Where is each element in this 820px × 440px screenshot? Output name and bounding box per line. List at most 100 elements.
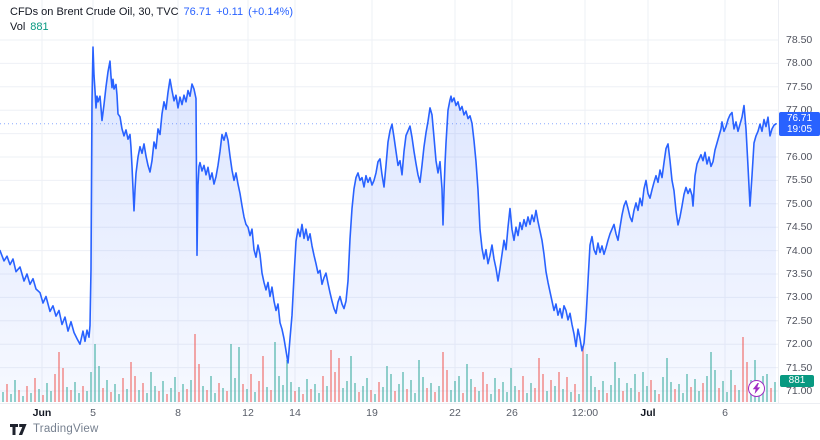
volume-bar	[738, 390, 740, 402]
volume-bar	[570, 392, 572, 402]
volume-bar	[274, 342, 276, 402]
volume-bar	[130, 362, 132, 402]
volume-bar	[114, 384, 116, 402]
tradingview-attribution[interactable]: TradingView	[10, 423, 98, 435]
volume-bar	[694, 379, 696, 402]
volume-bar	[766, 374, 768, 402]
volume-bar	[690, 387, 692, 402]
volume-bar	[682, 393, 684, 402]
volume-bar	[402, 372, 404, 402]
volume-bar	[458, 376, 460, 402]
price-change-pct: (+0.14%)	[248, 6, 294, 18]
volume-bar	[726, 392, 728, 402]
volume-bar	[406, 389, 408, 402]
volume-bar	[362, 386, 364, 402]
time-tick-22: 22	[449, 407, 461, 419]
volume-bar	[378, 382, 380, 402]
volume-bar	[614, 362, 616, 402]
time-tick-Jul: Jul	[640, 407, 656, 419]
volume-bar	[526, 393, 528, 402]
volume-bar	[66, 387, 68, 402]
volume-bar	[318, 393, 320, 402]
volume-bar	[290, 382, 292, 402]
last-price-badge-value: 76.71	[786, 112, 813, 124]
volume-bar	[234, 378, 236, 402]
chart-pane[interactable]	[0, 0, 778, 403]
volume-bar	[358, 392, 360, 402]
volume-bar	[390, 374, 392, 402]
volume-bar	[298, 387, 300, 402]
volume-bar	[566, 377, 568, 402]
volume-bar	[154, 386, 156, 402]
volume-bar	[230, 344, 232, 402]
price-tick-76.00: 76.00	[786, 151, 813, 163]
volume-bar	[218, 383, 220, 402]
volume-bar	[94, 344, 96, 402]
volume-bar	[658, 394, 660, 402]
volume-bar	[6, 384, 8, 402]
volume-bar	[698, 391, 700, 402]
volume-bar	[338, 358, 340, 402]
price-tick-72.00: 72.00	[786, 338, 813, 351]
volume-bar	[194, 334, 196, 402]
time-tick-19: 19	[366, 407, 378, 419]
volume-bar	[102, 388, 104, 402]
volume-bar	[502, 382, 504, 402]
volume-bar	[46, 383, 48, 402]
volume-bar	[30, 393, 32, 402]
volume-bar	[306, 379, 308, 402]
volume-bar	[618, 378, 620, 402]
volume-bar	[426, 388, 428, 402]
volume-bar	[550, 380, 552, 402]
volume-bar	[590, 376, 592, 402]
volume-bar	[342, 388, 344, 402]
legend: CFDs on Brent Crude Oil, 30, TVC 76.71 +…	[10, 5, 293, 35]
time-tick-8: 8	[175, 407, 181, 419]
symbol-title[interactable]: CFDs on Brent Crude Oil, 30, TVC	[10, 6, 179, 18]
volume-bar	[530, 383, 532, 402]
volume-bar	[166, 394, 168, 402]
time-tick-Jun: Jun	[32, 407, 52, 419]
volume-bar	[746, 362, 748, 402]
price-axis[interactable]: 78.50 78.00 77.50 77.00 76.00 75.50 75.00 74.50…	[778, 0, 820, 403]
boost-button[interactable]	[748, 380, 765, 397]
volume-bar	[350, 356, 352, 402]
volume-bar	[326, 386, 328, 402]
volume-bar	[734, 385, 736, 402]
volume-bar	[394, 391, 396, 402]
volume-bar	[466, 364, 468, 402]
lightning-icon	[752, 383, 761, 394]
volume-bar	[702, 383, 704, 402]
volume-bar	[98, 366, 100, 402]
price-tick-73.50: 73.50	[786, 268, 813, 280]
volume-bar	[90, 372, 92, 402]
volume-bar	[118, 394, 120, 402]
volume-bar	[2, 392, 4, 402]
volume-bar	[282, 385, 284, 402]
volume-bar	[190, 380, 192, 402]
volume-bar	[174, 377, 176, 402]
volume-bar	[678, 384, 680, 402]
volume-bar	[654, 390, 656, 402]
volume-bar	[582, 346, 584, 402]
volume-bar	[714, 370, 716, 402]
volume-bar	[474, 387, 476, 402]
volume-bar	[138, 390, 140, 402]
volume-bar	[542, 374, 544, 402]
volume-bar	[634, 374, 636, 402]
volume-label[interactable]: Vol	[10, 21, 26, 33]
volume-bar	[330, 350, 332, 402]
volume-bar	[514, 386, 516, 402]
volume-bar	[242, 384, 244, 402]
volume-bar	[346, 381, 348, 402]
last-price-badge: 76.71 19:05	[779, 111, 820, 136]
volume-bar	[146, 393, 148, 402]
price-tick-78.50: 78.50	[786, 34, 813, 46]
volume-bar	[622, 391, 624, 402]
volume-bar	[82, 386, 84, 402]
volume-bar	[314, 384, 316, 402]
volume-bar	[562, 389, 564, 402]
volume-bar	[110, 392, 112, 402]
time-axis[interactable]: Jun 5 8 12 14 19 22 26 12:00 Jul 6	[0, 403, 820, 422]
price-area-chart[interactable]	[0, 0, 778, 403]
